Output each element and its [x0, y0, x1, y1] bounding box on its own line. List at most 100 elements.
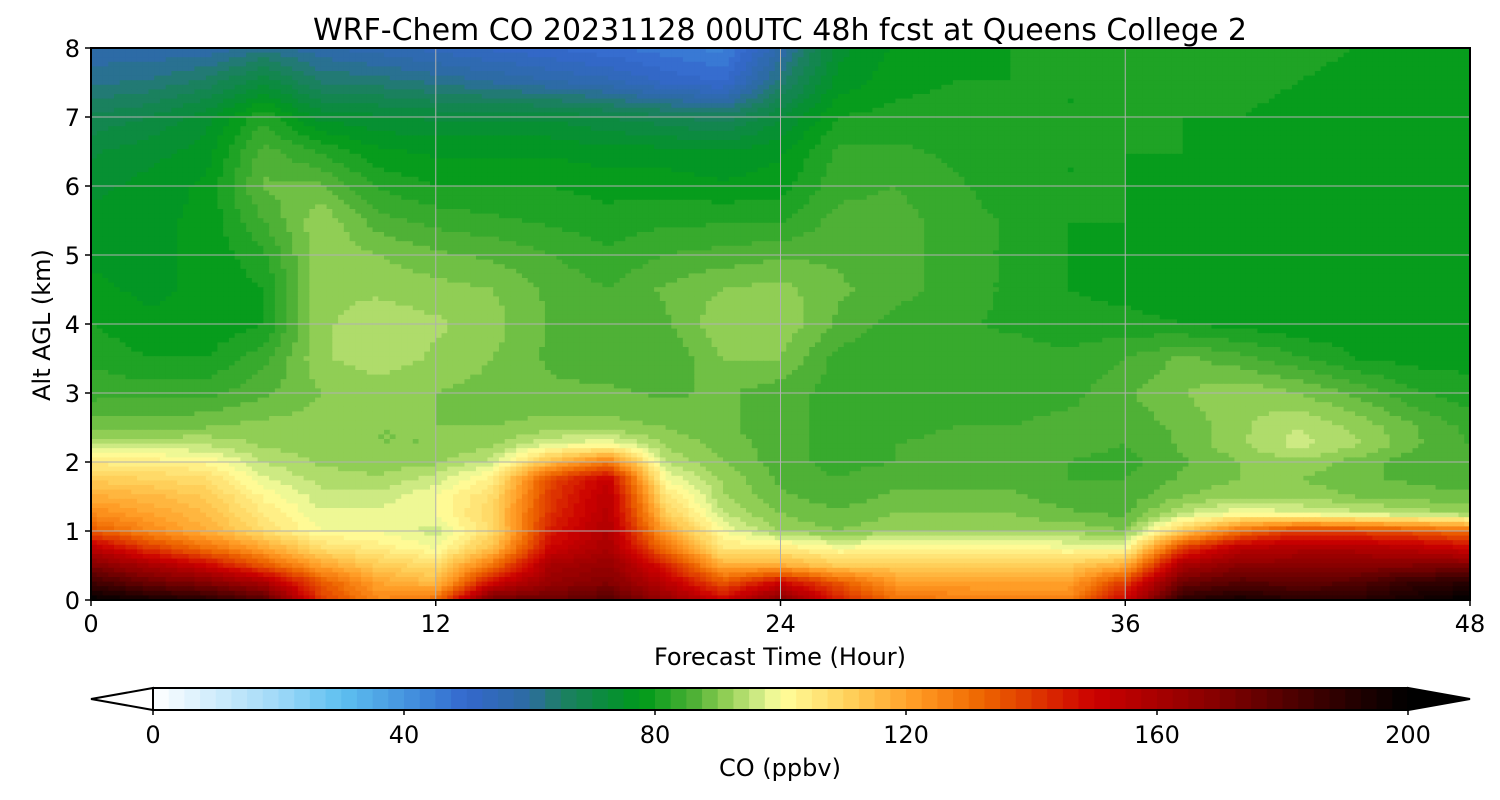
contour-cell — [143, 117, 149, 122]
contour-cell — [781, 131, 787, 136]
contour-cell — [1326, 80, 1332, 85]
contour-cell — [505, 80, 511, 85]
contour-cell — [1292, 108, 1298, 113]
contour-cell — [436, 89, 442, 94]
contour-cell — [1349, 126, 1355, 131]
contour-cell — [263, 53, 269, 58]
contour-cell — [459, 99, 465, 104]
contour-cell — [286, 135, 292, 140]
contour-cell — [999, 135, 1005, 140]
contour-cell — [878, 131, 884, 136]
contour-cell — [223, 66, 229, 71]
contour-cell — [1459, 103, 1465, 108]
contour-cell — [947, 126, 953, 131]
contour-cell — [206, 53, 212, 58]
contour-cell — [1252, 57, 1258, 62]
contour-cell — [344, 57, 350, 62]
contour-cell — [200, 62, 206, 67]
contour-cell — [189, 71, 195, 76]
contour-cell — [1183, 85, 1189, 90]
contour-cell — [1430, 80, 1436, 85]
contour-cell — [1091, 99, 1097, 104]
contour-cell — [1079, 108, 1085, 113]
contour-cell — [654, 66, 660, 71]
contour-cell — [108, 126, 114, 131]
contour-cell — [131, 53, 137, 58]
contour-cell — [1424, 57, 1430, 62]
contour-cell — [200, 131, 206, 136]
contour-cell — [1275, 131, 1281, 136]
contour-cell — [1177, 131, 1183, 136]
contour-cell — [183, 126, 189, 131]
contour-cell — [1286, 53, 1292, 58]
contour-cell — [1160, 126, 1166, 131]
contour-cell — [993, 117, 999, 122]
contour-cell — [148, 85, 154, 90]
contour-cell — [396, 122, 402, 127]
contour-cell — [551, 99, 557, 104]
contour-cell — [861, 108, 867, 113]
contour-cell — [1303, 135, 1309, 140]
contour-cell — [1211, 62, 1217, 67]
contour-cell — [97, 71, 103, 76]
contour-cell — [1206, 117, 1212, 122]
contour-cell — [602, 62, 608, 67]
contour-cell — [723, 53, 729, 58]
contour-cell — [269, 85, 275, 90]
contour-cell — [1010, 140, 1016, 145]
contour-cell — [442, 66, 448, 71]
contour-cell — [413, 108, 419, 113]
contour-cell — [1039, 108, 1045, 113]
contour-cell — [683, 126, 689, 131]
contour-cell — [1378, 122, 1384, 127]
contour-cell — [533, 66, 539, 71]
contour-cell — [803, 94, 809, 99]
contour-cell — [1355, 103, 1361, 108]
contour-cell — [154, 135, 160, 140]
contour-cell — [1142, 122, 1148, 127]
contour-cell — [1401, 85, 1407, 90]
contour-cell — [1459, 108, 1465, 113]
contour-cell — [878, 94, 884, 99]
contour-cell — [752, 99, 758, 104]
contour-cell — [1303, 131, 1309, 136]
contour-cell — [803, 122, 809, 127]
contour-cell — [1246, 62, 1252, 67]
contour-cell — [970, 66, 976, 71]
contour-cell — [706, 122, 712, 127]
contour-cell — [1188, 131, 1194, 136]
contour-cell — [148, 71, 154, 76]
contour-cell — [1137, 108, 1143, 113]
contour-cell — [1298, 135, 1304, 140]
contour-cell — [263, 131, 269, 136]
contour-cell — [849, 122, 855, 127]
contour-cell — [895, 94, 901, 99]
contour-cell — [166, 122, 172, 127]
contour-cell — [499, 140, 505, 145]
contour-cell — [918, 126, 924, 131]
contour-cell — [1309, 135, 1315, 140]
contour-cell — [1263, 122, 1269, 127]
contour-cell — [97, 89, 103, 94]
contour-cell — [746, 131, 752, 136]
contour-cell — [292, 62, 298, 67]
contour-cell — [1114, 66, 1120, 71]
contour-cell — [924, 62, 930, 67]
contour-cell — [1413, 66, 1419, 71]
contour-cell — [493, 89, 499, 94]
contour-cell — [304, 126, 310, 131]
contour-cell — [1355, 117, 1361, 122]
contour-cell — [1459, 66, 1465, 71]
contour-cell — [533, 62, 539, 67]
contour-cell — [1263, 53, 1269, 58]
contour-cell — [591, 131, 597, 136]
contour-cell — [740, 108, 746, 113]
contour-cell — [643, 122, 649, 127]
contour-cell — [625, 126, 631, 131]
contour-cell — [539, 94, 545, 99]
contour-cell — [1280, 117, 1286, 122]
contour-cell — [292, 71, 298, 76]
contour-cell — [1424, 108, 1430, 113]
contour-cell — [1229, 71, 1235, 76]
contour-cell — [1332, 53, 1338, 58]
